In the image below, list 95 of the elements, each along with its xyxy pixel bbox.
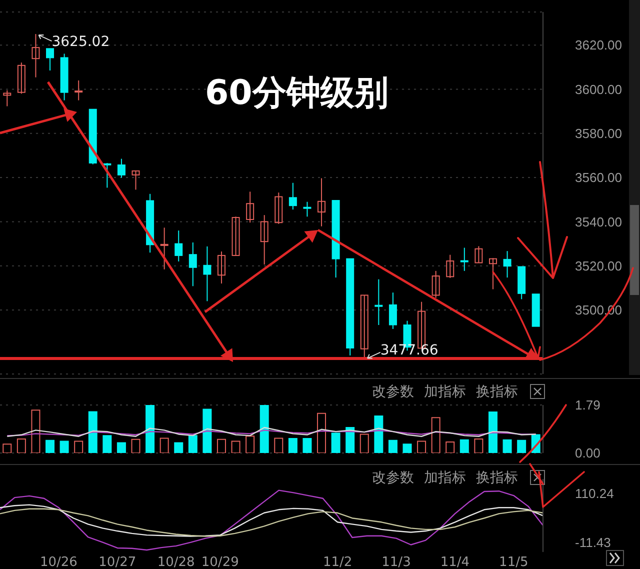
candlestick xyxy=(303,201,312,218)
bar xyxy=(446,442,455,453)
y-tick-label: 3520.00 xyxy=(575,258,622,274)
x-tick-label: 10/29 xyxy=(201,555,239,569)
bar xyxy=(116,442,126,453)
candlestick xyxy=(232,216,240,256)
x-tick-label: 11/3 xyxy=(382,555,411,569)
y-tick-label: 110.24 xyxy=(575,486,614,502)
y-tick-label: 3620.00 xyxy=(575,38,622,53)
bar xyxy=(474,438,484,453)
y-tick-label: 3540.00 xyxy=(575,214,622,230)
bar xyxy=(274,438,284,453)
bar xyxy=(216,438,226,453)
candlestick xyxy=(17,62,26,94)
candlestick xyxy=(246,191,254,224)
candlestick xyxy=(117,158,126,178)
candlestick xyxy=(446,254,454,278)
annotation: 换指标 xyxy=(476,470,518,486)
bar xyxy=(160,438,169,453)
line-series xyxy=(0,490,544,551)
candlestick xyxy=(432,270,440,298)
bar xyxy=(46,440,55,453)
bar xyxy=(60,440,69,453)
bar xyxy=(502,439,512,453)
x-tick-label: 10/26 xyxy=(40,555,78,569)
candlestick xyxy=(188,242,197,287)
bar xyxy=(402,444,412,453)
candlestick xyxy=(488,258,497,290)
bar xyxy=(288,438,298,453)
annotation: 改参数 xyxy=(372,470,414,486)
candlestick xyxy=(388,292,397,330)
text: 60分钟级别 xyxy=(205,72,388,115)
bar xyxy=(488,411,498,453)
x-tick-label: 10/28 xyxy=(157,555,195,569)
candlestick xyxy=(318,178,326,227)
bar xyxy=(331,432,340,453)
bar xyxy=(517,440,526,453)
text: 加指标 xyxy=(424,384,466,400)
text: 改参数 xyxy=(372,384,414,400)
x-tick-label: 11/5 xyxy=(499,555,528,569)
annotation: 加指标 xyxy=(424,470,466,486)
candlestick xyxy=(217,250,226,284)
candlestick xyxy=(260,214,268,266)
bar xyxy=(417,440,426,453)
y-tick-label: 3560.00 xyxy=(575,170,622,186)
line-series xyxy=(6,426,536,437)
candlestick xyxy=(288,182,297,210)
bar xyxy=(431,417,440,453)
bar xyxy=(31,410,40,453)
bar xyxy=(360,434,369,453)
y-tick-label: -11.43 xyxy=(575,535,611,550)
bar xyxy=(388,440,398,453)
text: 换指标 xyxy=(476,384,518,400)
y-tick-label: 1.79 xyxy=(575,398,600,413)
bar xyxy=(374,415,384,453)
x-tick-label: 11/4 xyxy=(440,555,470,569)
bar xyxy=(102,435,112,453)
bar xyxy=(88,411,98,453)
candlestick xyxy=(32,34,40,78)
bar xyxy=(460,439,469,453)
candlestick xyxy=(174,230,183,262)
bar xyxy=(16,438,26,453)
bar xyxy=(317,412,326,453)
annotation: 3625.02 xyxy=(52,34,110,50)
bar xyxy=(246,436,255,453)
candlestick xyxy=(274,192,283,224)
candlestick xyxy=(460,247,468,272)
bar xyxy=(131,438,140,453)
candlestick xyxy=(374,278,383,326)
candlestick xyxy=(74,80,83,101)
bar xyxy=(302,438,312,453)
candlestick xyxy=(474,246,483,264)
bar xyxy=(74,440,84,453)
bar xyxy=(260,405,269,453)
candlestick xyxy=(203,246,212,302)
candlestick xyxy=(3,90,12,107)
candlestick xyxy=(103,162,112,188)
candlestick xyxy=(360,294,368,360)
x-tick-label: 11/2 xyxy=(322,555,352,569)
x-tick-label: 10/27 xyxy=(98,555,136,569)
bar xyxy=(174,442,184,453)
bar xyxy=(202,408,212,453)
bar xyxy=(231,440,240,453)
bar xyxy=(346,427,355,453)
candlestick xyxy=(46,48,54,71)
y-tick-label: 3580.00 xyxy=(575,126,622,142)
bar xyxy=(146,405,155,453)
y-tick-label: 0.00 xyxy=(575,446,600,461)
y-tick-label: 3600.00 xyxy=(575,82,622,97)
bar xyxy=(2,444,12,453)
candlestick xyxy=(160,227,168,270)
candlestick xyxy=(503,250,512,278)
bar xyxy=(188,435,198,453)
annotation: 3477.66 xyxy=(380,342,438,358)
candlestick xyxy=(132,170,140,190)
